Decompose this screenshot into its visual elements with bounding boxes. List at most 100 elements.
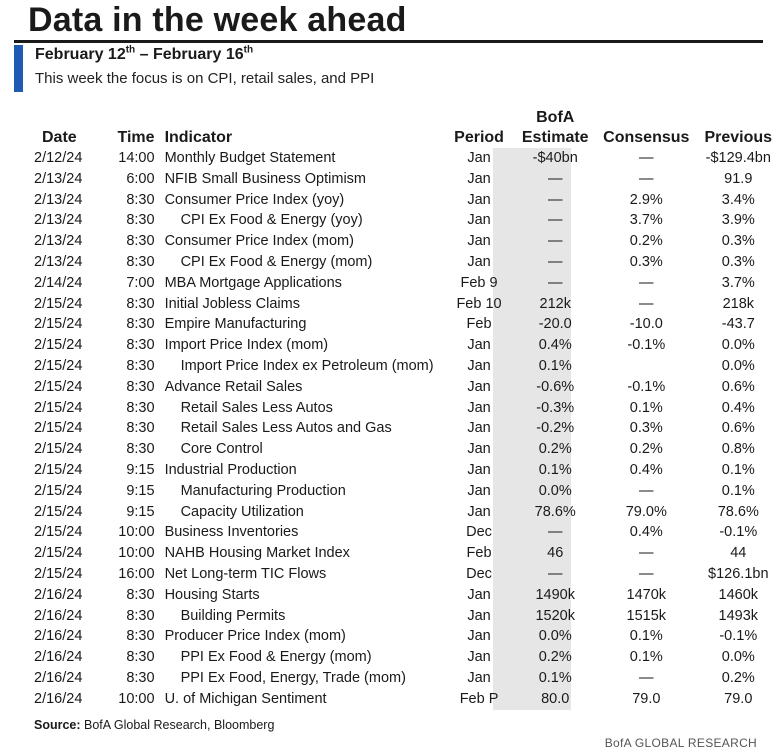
cell-time: 10:00: [118, 690, 155, 707]
cell-time: 8:30: [126, 607, 155, 624]
table-row: 2/16/24 8:30 Housing Starts Jan 1490k 1470k 14…: [32, 585, 777, 606]
cell-consensus: —: [639, 274, 654, 291]
cell-period: Dec: [466, 524, 492, 541]
cell-estimate: -20.0: [538, 316, 572, 333]
cell-estimate: -0.6%: [536, 378, 575, 395]
table-row: 2/15/24 8:30 Empire Manufacturing Feb -20.0 -…: [32, 314, 777, 335]
cell-period: Jan: [467, 191, 491, 208]
table-row: 2/15/24 8:30 Import Price Index (mom) Jan 0.…: [32, 335, 777, 356]
cell-date: 2/15/24: [34, 378, 83, 395]
cell-indicator: MBA Mortgage Applications: [164, 274, 342, 291]
cell-time: 8:30: [126, 586, 155, 603]
table-row: 2/15/24 9:15 Industrial Production Jan 0.1% 0…: [32, 460, 777, 481]
cell-consensus: —: [639, 565, 654, 582]
cell-indicator: PPI Ex Food, Energy, Trade (mom): [180, 669, 406, 686]
table-row: 2/15/24 9:15 Capacity Utilization Jan 78.6% 7…: [32, 502, 777, 523]
cell-date: 2/12/24: [34, 150, 83, 166]
cell-time: 9:15: [126, 461, 155, 478]
cell-date: 2/13/24: [34, 233, 83, 250]
header-estimate: BofA Estimate: [517, 104, 593, 148]
cell-period: Jan: [467, 628, 491, 645]
cell-estimate: —: [547, 233, 563, 250]
cell-date: 2/15/24: [34, 482, 83, 499]
cell-estimate: 1490k: [535, 586, 575, 603]
cell-period: Feb 10: [456, 295, 502, 312]
table-row: 2/14/24 7:00 MBA Mortgage Applications Feb …: [32, 273, 777, 294]
cell-indicator: Consumer Price Index (mom): [164, 233, 354, 250]
cell-time: 8:30: [126, 295, 155, 312]
cell-previous: 0.3%: [721, 253, 755, 270]
cell-estimate: 0.0%: [538, 482, 572, 499]
cell-previous: 3.9%: [721, 212, 755, 229]
brand-footer: BofA GLOBAL RESEARCH: [604, 736, 757, 750]
cell-consensus: 0.1%: [629, 649, 663, 666]
table-row: 2/13/24 8:30 CPI Ex Food & Energy (yoy) Jan…: [32, 210, 777, 231]
table-row: 2/16/24 8:30 Building Permits Jan 1520k 1515k…: [32, 606, 777, 627]
cell-consensus: —: [639, 295, 654, 312]
cell-period: Jan: [467, 586, 491, 603]
cell-estimate: 80.0: [541, 690, 570, 707]
table-row: 2/15/24 8:30 Retail Sales Less Autos Jan -0.…: [32, 398, 777, 419]
cell-previous: 3.4%: [721, 191, 755, 208]
cell-previous: 44: [730, 545, 747, 562]
cell-estimate: 0.4%: [538, 337, 572, 354]
cell-previous: 0.4%: [721, 399, 755, 416]
cell-date: 2/16/24: [34, 586, 83, 603]
cell-consensus: -10.0: [629, 316, 663, 333]
source-note: Source: BofA Global Research, Bloomberg: [34, 718, 274, 732]
source-label: Source:: [34, 718, 81, 732]
cell-period: Jan: [467, 607, 491, 624]
cell-consensus: 0.2%: [629, 233, 663, 250]
table-row: 2/16/24 10:00 U. of Michigan Sentiment Feb …: [32, 689, 777, 710]
cell-estimate: -$40bn: [532, 150, 578, 166]
cell-previous: 1460k: [718, 586, 759, 603]
cell-consensus: 79.0: [632, 690, 661, 707]
table-row: 2/16/24 8:30 Producer Price Index (mom) Jan…: [32, 626, 777, 647]
table-row: 2/15/24 8:30 Core Control Jan 0.2% 0.2% 0.8%: [32, 439, 777, 460]
header-time: Time: [117, 129, 155, 146]
cell-previous: 0.6%: [721, 378, 755, 395]
cell-indicator: Initial Jobless Claims: [164, 295, 300, 312]
cell-time: 8:30: [126, 253, 155, 270]
table-header-row: Date Time Indicator Period BofA Estimate …: [32, 104, 777, 148]
cell-previous: -43.7: [721, 316, 755, 333]
table-row: 2/16/24 8:30 PPI Ex Food, Energy, Trade (m…: [32, 668, 777, 689]
cell-time: 8:30: [126, 669, 155, 686]
cell-previous: $126.1bn: [708, 565, 769, 582]
cell-estimate: -0.2%: [536, 420, 575, 437]
cell-date: 2/15/24: [34, 461, 83, 478]
cell-period: Feb: [466, 316, 492, 333]
header-period: Period: [454, 129, 504, 146]
cell-period: Jan: [467, 461, 491, 478]
cell-period: Jan: [467, 150, 491, 166]
subtitle-start: February 12: [35, 46, 126, 63]
cell-time: 8:30: [126, 357, 155, 374]
cell-time: 8:30: [126, 649, 155, 666]
cell-consensus: 0.4%: [629, 524, 663, 541]
header-consensus: Consensus: [603, 129, 690, 146]
cell-time: 9:15: [126, 503, 155, 520]
table-row: 2/15/24 10:00 NAHB Housing Market Index Feb…: [32, 543, 777, 564]
cell-consensus: 2.9%: [629, 191, 663, 208]
cell-indicator: Consumer Price Index (yoy): [164, 191, 345, 208]
cell-consensus: [593, 356, 700, 377]
cell-indicator: Import Price Index (mom): [164, 337, 329, 354]
cell-indicator: Core Control: [180, 441, 263, 458]
cell-period: Feb 9: [460, 274, 498, 291]
cell-consensus: —: [639, 545, 654, 562]
cell-indicator: Retail Sales Less Autos: [180, 399, 333, 416]
table-row: 2/15/24 8:30 Import Price Index ex Petrole…: [32, 356, 777, 377]
cell-consensus: —: [639, 170, 654, 187]
header-date: Date: [42, 129, 77, 146]
cell-period: Jan: [467, 212, 491, 229]
cell-period: Jan: [467, 170, 491, 187]
cell-previous: 3.7%: [721, 274, 755, 291]
cell-indicator: Manufacturing Production: [180, 482, 346, 499]
accent-bar: [14, 45, 23, 92]
cell-time: 6:00: [126, 170, 155, 187]
cell-estimate: 1520k: [535, 607, 575, 624]
cell-previous: 0.1%: [721, 482, 755, 499]
date-range-subtitle: February 12th – February 16th: [35, 45, 253, 64]
cell-period: Jan: [467, 669, 491, 686]
cell-estimate: 212k: [539, 295, 571, 312]
